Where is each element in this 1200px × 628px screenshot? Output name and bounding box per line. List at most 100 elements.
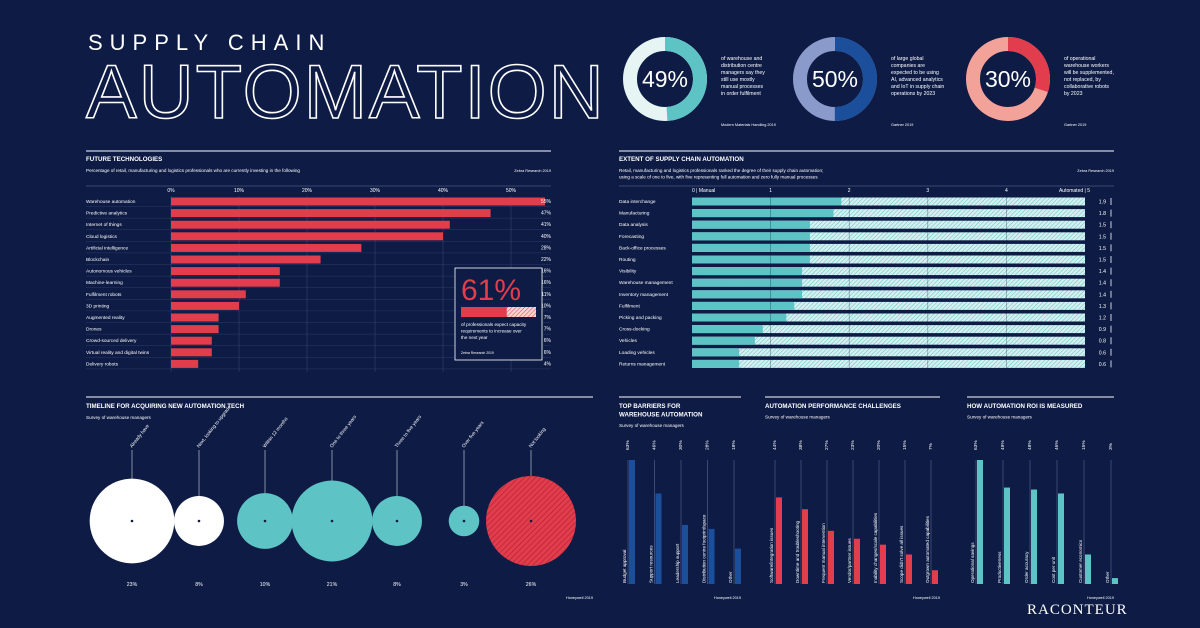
bar xyxy=(1085,554,1091,584)
data-label: 47% xyxy=(541,211,552,217)
stat-description: of warehouse and xyxy=(721,56,762,62)
bar xyxy=(692,197,842,206)
stat-description: managers say they xyxy=(721,70,765,76)
bar xyxy=(692,325,763,334)
section-source: Honeywell 2019 xyxy=(1087,596,1114,600)
category-label: Fulfilment xyxy=(619,303,640,309)
category-label: Budget approval xyxy=(622,550,627,583)
category-label: Scope didn't solve all issues xyxy=(899,525,904,583)
category-label: Order accuracy xyxy=(1024,551,1029,583)
data-label: 1.5 xyxy=(1099,223,1106,229)
category-label: Leadership support xyxy=(675,543,680,583)
data-label: 30% xyxy=(678,440,684,450)
bar-track xyxy=(692,313,1085,322)
category-label: Productiveness xyxy=(997,551,1002,583)
data-label: 1.3 xyxy=(1099,304,1106,310)
category-label: Cost per unit xyxy=(1051,556,1056,583)
bar-track xyxy=(692,301,1085,310)
bar xyxy=(692,348,740,357)
axis-tick-label: 30% xyxy=(370,188,381,194)
data-label: 49% xyxy=(1000,440,1006,450)
bar-track xyxy=(692,348,1085,357)
category-label: Loading vehicles xyxy=(619,350,655,356)
data-label: 16% xyxy=(541,269,552,275)
bar xyxy=(171,290,246,299)
bar xyxy=(692,336,755,345)
data-label: 0.8 xyxy=(1099,339,1106,345)
bar xyxy=(171,209,491,218)
data-label: 0.6 xyxy=(1099,350,1106,356)
category-label: Cross-docking xyxy=(619,327,650,333)
data-label: 1.4 xyxy=(1099,281,1106,287)
bar xyxy=(171,348,212,357)
data-label: 41% xyxy=(541,222,552,228)
section-subtitle: Survey of warehouse managers xyxy=(619,423,685,428)
category-label: Augmented reality xyxy=(86,315,125,321)
bar-track xyxy=(692,336,1085,345)
bar xyxy=(708,528,715,584)
category-label: Routing xyxy=(619,257,636,263)
category-label: Internet of things xyxy=(86,222,122,228)
data-label: 26% xyxy=(526,582,537,588)
section-subtitle: Survey of warehouse managers xyxy=(86,415,152,420)
bubble-center xyxy=(130,519,134,523)
bar xyxy=(655,493,662,584)
stat-description: collaborative robots xyxy=(1064,84,1109,90)
bubble-center xyxy=(263,519,267,523)
bar-track xyxy=(692,290,1085,299)
bar xyxy=(692,209,834,218)
section-source: Zebra Research 2019 xyxy=(1077,169,1114,173)
data-label: 1.5 xyxy=(1099,234,1106,240)
data-label: 1.5 xyxy=(1099,246,1106,252)
category-label: Drones xyxy=(86,327,102,333)
data-label: 1.9 xyxy=(1099,200,1106,206)
stat-source: Gartner 2019 xyxy=(1064,123,1086,127)
stat-description: in order fulfilment xyxy=(721,91,761,97)
category-label: Back-office processes xyxy=(619,245,666,251)
section-title: WAREHOUSE AUTOMATION xyxy=(619,412,703,419)
category-label: Over five years xyxy=(461,420,486,450)
data-label: 8% xyxy=(195,582,203,588)
axis-tick-label: 50% xyxy=(506,188,517,194)
bubble-center xyxy=(529,519,533,523)
category-label: Picking and packing xyxy=(619,315,662,321)
data-label: 46% xyxy=(1054,440,1060,450)
section-source: Honeywell 2019 xyxy=(913,596,940,600)
bar xyxy=(171,336,212,345)
category-label: Manufacturing xyxy=(619,211,650,217)
category-label: Not looking xyxy=(528,426,548,449)
callout-source: Zebra Research 2019 xyxy=(461,351,494,355)
category-label: Vendor/partner issues xyxy=(847,538,852,583)
callout-text: requirements to increase over xyxy=(461,329,522,334)
data-label: 3% xyxy=(1108,442,1114,450)
data-label: 6% xyxy=(544,338,552,344)
bar xyxy=(171,243,362,252)
category-label: Downtime and troubleshooting xyxy=(795,521,800,583)
bar xyxy=(171,301,239,310)
callout-text: of professionals expect capacity xyxy=(461,322,527,327)
category-label: Three to five years xyxy=(394,414,424,449)
category-label: Fulfilment robots xyxy=(86,292,122,298)
data-label: 16% xyxy=(541,280,552,286)
section-title: FUTURE TECHNOLOGIES xyxy=(86,156,162,163)
category-label: Machine-learning xyxy=(86,280,123,286)
category-label: Delivery robots xyxy=(86,361,119,367)
category-label: Returns management xyxy=(619,361,666,367)
bar xyxy=(171,359,199,368)
bar xyxy=(776,497,782,584)
axis-tick-label: 0% xyxy=(167,188,175,194)
stat-description: of operational xyxy=(1064,56,1095,62)
callout-box: 61% of professionals expect capacity requi… xyxy=(454,267,543,361)
category-label: Software/integration issues xyxy=(769,527,774,583)
stat-value: 30% xyxy=(985,66,1031,92)
bar xyxy=(802,509,808,584)
bar xyxy=(880,544,886,584)
bar xyxy=(1112,578,1118,584)
section-subtitle: Retail, manufacturing and logistics prof… xyxy=(619,168,823,173)
category-label: Forecasting xyxy=(619,234,644,240)
stat-description: expected to be using xyxy=(891,70,939,76)
category-label: 3D printing xyxy=(86,303,110,309)
stat-description: manual processes xyxy=(721,84,764,90)
bar xyxy=(977,460,983,584)
